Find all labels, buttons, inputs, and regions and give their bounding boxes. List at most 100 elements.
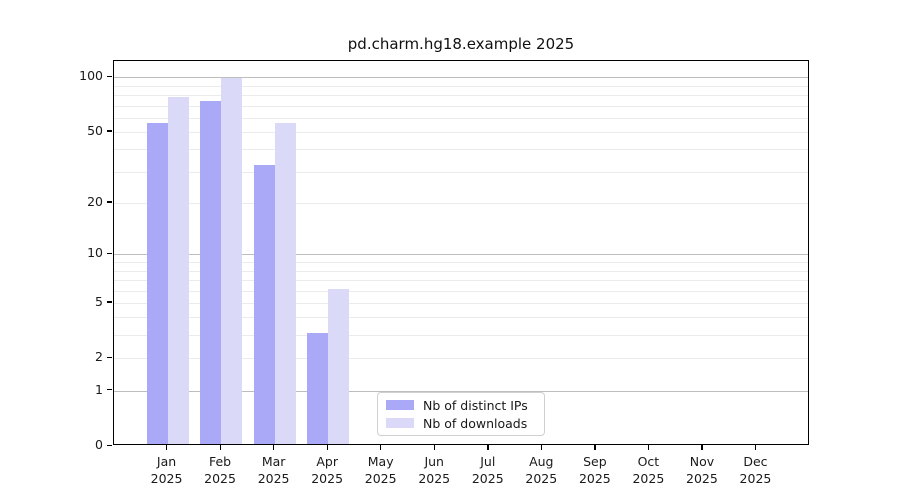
- minor-gridline: [114, 131, 808, 133]
- y-tick: [107, 130, 112, 132]
- legend-swatch-distinct-ips: [386, 400, 414, 410]
- bar-jan-distinct-ips: [146, 122, 168, 444]
- x-tick-month: Oct: [637, 454, 660, 469]
- major-gridline: [114, 390, 808, 392]
- y-tick: [107, 301, 112, 303]
- y-tick-label-100: 100: [79, 68, 103, 84]
- x-tick-month: Jul: [480, 454, 496, 469]
- minor-gridline: [114, 317, 808, 319]
- x-tick: [166, 445, 168, 450]
- x-tick-month: Dec: [743, 454, 768, 469]
- bar-apr-downloads: [328, 288, 350, 444]
- minor-gridline: [114, 171, 808, 173]
- minor-gridline: [114, 290, 808, 292]
- bar-mar-downloads: [274, 122, 296, 444]
- legend-label-downloads: Nb of downloads: [423, 415, 528, 431]
- y-tick-label-20: 20: [87, 193, 103, 209]
- x-tick-label-sep: Sep 2025: [560, 453, 630, 487]
- x-tick-label-apr: Apr 2025: [292, 453, 362, 487]
- x-tick: [326, 445, 328, 450]
- minor-gridline: [114, 117, 808, 119]
- x-tick-month: Feb: [208, 454, 232, 469]
- minor-gridline: [114, 262, 808, 264]
- x-tick-year: 2025: [632, 471, 665, 486]
- x-tick-year: 2025: [418, 471, 451, 486]
- bar-feb-downloads: [221, 77, 243, 444]
- minor-gridline: [114, 85, 808, 87]
- y-tick-label-2: 2: [95, 349, 103, 365]
- legend-label-distinct-ips: Nb of distinct IPs: [423, 397, 528, 413]
- x-tick-year: 2025: [578, 471, 611, 486]
- y-tick-label-5: 5: [95, 293, 103, 309]
- x-tick: [433, 445, 436, 450]
- minor-gridline: [114, 105, 808, 107]
- x-tick: [273, 445, 275, 450]
- x-tick: [487, 445, 489, 450]
- plot-area: [113, 60, 809, 445]
- x-tick-year: 2025: [686, 471, 718, 486]
- y-tick-label-0: 0: [95, 437, 103, 452]
- x-tick-month: Apr: [316, 454, 338, 469]
- x-tick-year: 2025: [471, 471, 504, 486]
- bar-feb-distinct-ips: [200, 101, 222, 444]
- x-tick-year: 2025: [525, 471, 558, 486]
- x-tick-month: Mar: [261, 454, 286, 469]
- x-tick: [647, 445, 650, 450]
- x-tick-year: 2025: [311, 471, 344, 486]
- minor-gridline: [114, 302, 808, 304]
- y-tick: [107, 444, 112, 446]
- x-tick-month: Aug: [529, 454, 554, 469]
- minor-gridline: [114, 358, 808, 360]
- x-tick-label-may: May 2025: [346, 453, 416, 487]
- y-tick: [107, 356, 112, 359]
- x-tick-label-oct: Oct 2025: [613, 453, 683, 487]
- x-tick-month: May: [367, 454, 394, 469]
- x-tick-year: 2025: [204, 471, 236, 486]
- x-tick-month: Nov: [689, 454, 715, 469]
- x-tick: [594, 445, 596, 450]
- legend-item-distinct-ips: Nb of distinct IPs: [386, 398, 536, 413]
- x-tick: [380, 445, 382, 450]
- x-tick: [701, 445, 703, 450]
- x-tick: [540, 445, 543, 450]
- minor-gridline: [114, 95, 808, 96]
- x-tick-label-dec: Dec 2025: [720, 453, 790, 487]
- major-gridline: [114, 77, 808, 79]
- x-tick-year: 2025: [257, 471, 290, 486]
- x-tick-label-aug: Aug 2025: [506, 453, 576, 487]
- major-gridline: [114, 254, 808, 256]
- x-tick: [754, 445, 757, 450]
- y-tick-label-10: 10: [87, 245, 103, 261]
- x-tick-label-mar: Mar 2025: [239, 453, 309, 487]
- x-tick-year: 2025: [739, 471, 772, 486]
- y-tick-label-1: 1: [95, 381, 103, 397]
- x-tick-month: Sep: [583, 454, 607, 469]
- x-tick-month: Jun: [424, 454, 444, 469]
- chart-title: pd.charm.hg18.example 2025: [347, 35, 575, 53]
- legend: Nb of distinct IPs Nb of downloads: [377, 392, 545, 436]
- x-tick-month: Jan: [156, 454, 177, 469]
- minor-gridline: [114, 279, 808, 281]
- x-tick-label-jul: Jul 2025: [453, 453, 523, 487]
- legend-swatch-downloads: [386, 418, 414, 428]
- minor-gridline: [114, 270, 808, 272]
- bar-apr-distinct-ips: [307, 333, 329, 444]
- x-tick-year: 2025: [364, 471, 397, 486]
- y-tick-label-50: 50: [87, 122, 103, 138]
- x-tick-label-nov: Nov 2025: [667, 453, 737, 487]
- legend-item-downloads: Nb of downloads: [386, 416, 536, 431]
- x-tick-year: 2025: [150, 471, 183, 486]
- y-tick: [107, 389, 112, 391]
- minor-gridline: [114, 335, 808, 337]
- bar-mar-distinct-ips: [253, 164, 275, 444]
- y-tick: [107, 252, 112, 255]
- minor-gridline: [114, 202, 808, 204]
- y-tick: [107, 75, 112, 78]
- x-tick-label-feb: Feb 2025: [185, 453, 255, 487]
- x-tick-label-jun: Jun 2025: [399, 453, 469, 487]
- y-tick: [107, 201, 112, 203]
- minor-gridline: [114, 149, 808, 151]
- x-tick-label-jan: Jan 2025: [132, 453, 202, 487]
- x-tick: [219, 445, 221, 450]
